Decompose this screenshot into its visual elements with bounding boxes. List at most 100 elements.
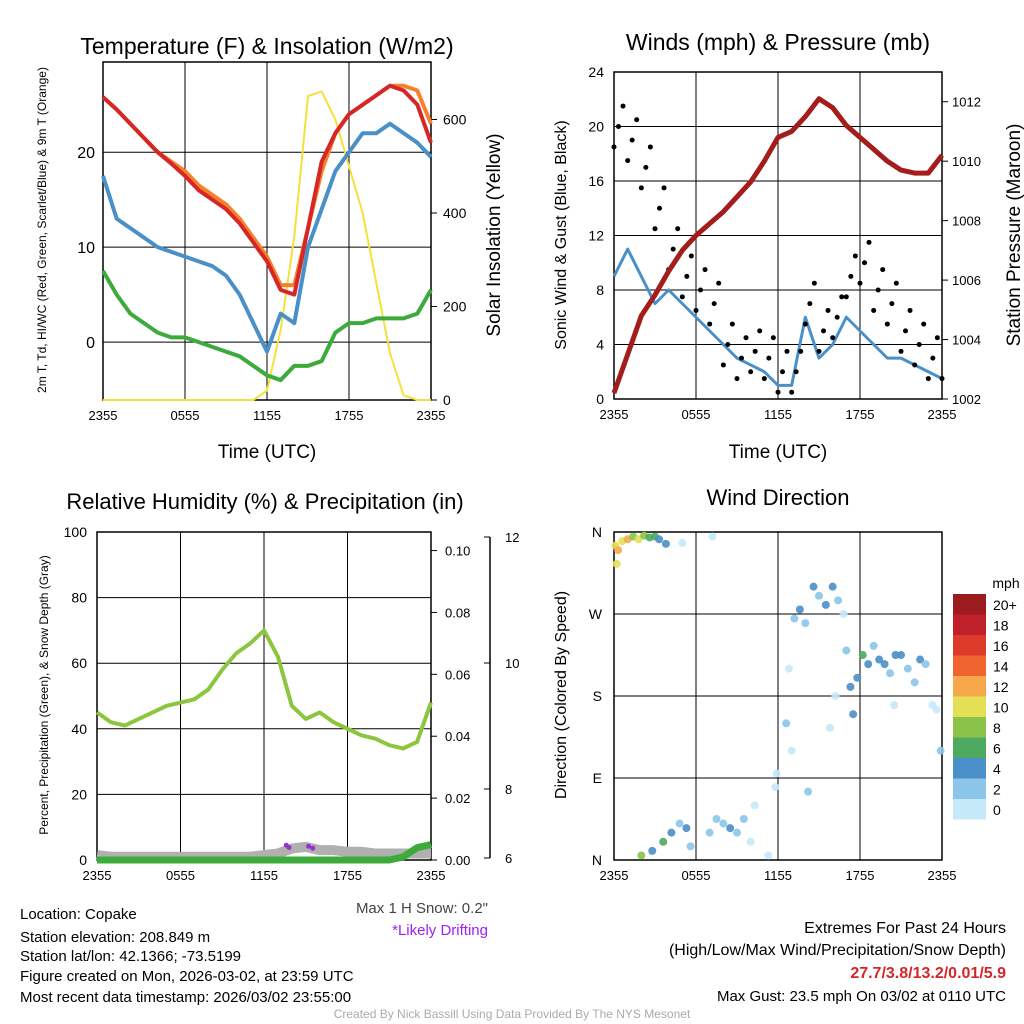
y-tick-label: 20: [71, 786, 87, 802]
x-tick-label: 1155: [764, 407, 792, 422]
direction-point: [746, 837, 755, 846]
direction-point: [916, 655, 925, 664]
gust-point: [720, 362, 726, 368]
extremes-values: 27.7/3.8/13.2/0.01/5.9: [850, 965, 1006, 982]
direction-point: [705, 828, 714, 837]
gust-point: [684, 273, 690, 279]
gust-point: [811, 280, 817, 286]
pressure-line: [611, 96, 944, 394]
gust-point: [880, 267, 886, 273]
gust-point: [679, 294, 685, 300]
direction-point: [612, 559, 621, 568]
legend-label: 14: [993, 659, 1009, 675]
direction-point: [839, 610, 848, 618]
direction-point: [825, 723, 834, 732]
plot-frame: [613, 71, 943, 400]
max-gust-text: Max Gust: 23.5 mph On 03/02 at 0110 UTC: [716, 988, 1006, 1005]
direction-point: [910, 678, 919, 687]
y3-tick-label: 12: [505, 530, 519, 545]
y2-tick-label: 0.08: [445, 605, 470, 620]
gust-point: [698, 287, 704, 293]
gust-point: [793, 369, 799, 375]
direction-point: [932, 705, 941, 714]
extremes-title: Extremes For Past 24 Hours: [804, 920, 1006, 937]
gust-point: [921, 321, 927, 327]
gust-point: [903, 328, 909, 334]
y2-tick-label: 1008: [952, 214, 981, 229]
direction-point: [682, 824, 691, 833]
y-axis-label: Direction (Colored By Speed): [553, 591, 570, 799]
gust-point: [611, 144, 617, 150]
gust-point: [693, 307, 699, 313]
gust-point: [807, 301, 813, 307]
direction-point: [853, 673, 862, 682]
gust-point: [893, 280, 899, 286]
likely-drifting-text: *Likely Drifting: [392, 922, 488, 939]
gust-point: [884, 321, 890, 327]
direction-point: [875, 655, 884, 664]
direction-point: [712, 815, 721, 823]
legend-swatch: [953, 655, 986, 676]
legend-swatch: [953, 717, 986, 738]
gust-point: [848, 273, 854, 279]
temp-2m-line: [101, 83, 433, 297]
direction-point: [637, 851, 646, 860]
legend-swatch: [953, 696, 986, 717]
x-tick-label: 1155: [764, 868, 792, 883]
direction-point: [614, 546, 623, 555]
direction-point: [869, 641, 878, 650]
y-tick-label: S: [593, 688, 602, 704]
y-tick-label: 80: [71, 590, 87, 606]
direction-point: [809, 582, 818, 591]
direction-point: [772, 769, 781, 778]
gust-point: [638, 185, 644, 191]
direction-point: [858, 651, 867, 659]
gust-point: [770, 335, 776, 341]
chart-title: Temperature (F) & Insolation (W/m2): [80, 33, 453, 59]
gust-point: [675, 226, 681, 232]
direction-point: [719, 819, 728, 828]
gust-point: [857, 280, 863, 286]
gust-point: [647, 144, 653, 150]
direction-point: [764, 851, 773, 860]
x-tick-label: 0555: [682, 868, 711, 883]
legend-swatch: [953, 737, 986, 758]
x-tick-label: 2355: [417, 868, 446, 883]
legend-label: 6: [993, 741, 1001, 757]
windchill-line: [101, 121, 433, 354]
gust-point: [816, 348, 822, 354]
y-tick-label: N: [592, 852, 602, 868]
legend-swatch: [953, 799, 986, 820]
elevation-text: Station elevation: 208.849 m: [20, 929, 211, 946]
y-tick-label: E: [593, 770, 602, 786]
direction-point: [661, 539, 670, 548]
gust-point: [752, 348, 758, 354]
gust-point: [784, 348, 790, 354]
y2-axis-label: Station Pressure (Maroon): [1004, 124, 1024, 347]
gust-point: [839, 294, 845, 300]
direction-point: [733, 828, 741, 837]
x-tick-label: 2355: [417, 408, 446, 423]
legend-swatch: [953, 758, 986, 779]
gust-point: [834, 314, 840, 320]
y-tick-label: 16: [588, 173, 604, 189]
drifting-point: [286, 845, 292, 851]
gust-point: [634, 117, 640, 123]
direction-point: [897, 651, 905, 659]
gust-point: [625, 158, 631, 164]
legend-label: 8: [993, 720, 1001, 736]
gust-point: [925, 376, 931, 382]
gust-point: [780, 369, 786, 375]
direction-point: [828, 582, 837, 591]
gust-point: [825, 307, 831, 313]
legend-swatch: [953, 614, 986, 635]
direction-point: [667, 828, 676, 837]
gust-point: [725, 342, 731, 347]
direction-point: [804, 787, 813, 796]
direction-point: [678, 538, 687, 547]
x-tick-label: 0555: [166, 868, 195, 883]
gust-point: [643, 164, 649, 170]
legend-label: 20+: [993, 597, 1017, 613]
gust-point: [821, 328, 827, 334]
